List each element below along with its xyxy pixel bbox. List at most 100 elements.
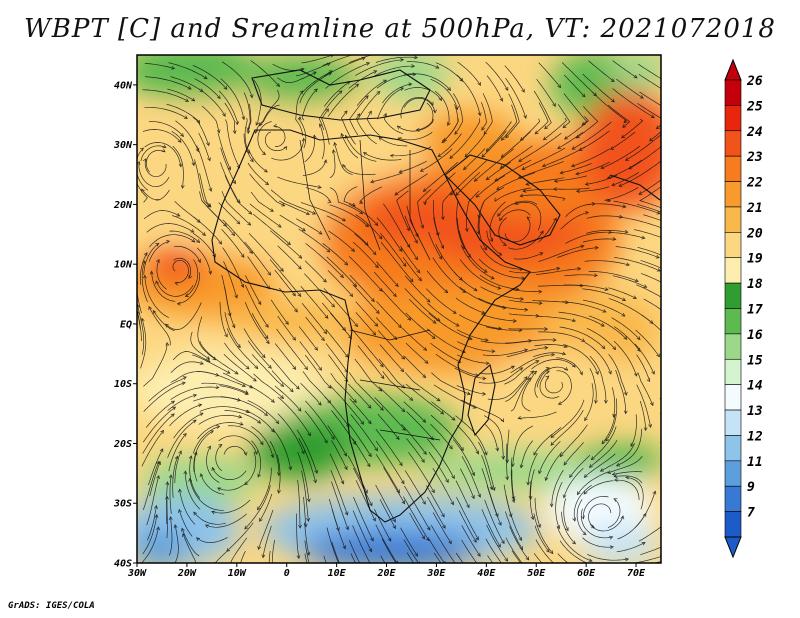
streamline [404, 73, 451, 91]
streamline [405, 342, 429, 364]
streamline-arrow [313, 88, 318, 93]
streamline-arrow [451, 475, 455, 480]
streamline [457, 61, 481, 86]
streamline-arrow [416, 269, 421, 274]
streamline [509, 526, 530, 561]
streamline-arrow [599, 468, 604, 472]
streamline [376, 261, 399, 287]
streamline [329, 453, 344, 484]
streamline [558, 311, 605, 327]
streamline-arrow [454, 130, 459, 135]
streamline-arrow [435, 232, 440, 237]
streamline [430, 414, 464, 451]
streamline-arrow [494, 177, 499, 182]
streamline [259, 493, 273, 522]
streamline-arrow [588, 464, 593, 468]
streamline [485, 61, 509, 91]
streamline [224, 102, 236, 134]
streamline-arrow [623, 410, 628, 415]
streamline-arrow [511, 498, 516, 504]
streamline [170, 361, 204, 374]
streamline-arrow [685, 386, 688, 389]
streamline [504, 360, 539, 385]
streamline [659, 413, 661, 416]
lat-tick-label: 20N [113, 200, 133, 211]
streamline [636, 354, 651, 382]
streamline-arrow [466, 391, 471, 396]
streamline [607, 455, 643, 474]
streamline-arrow [700, 78, 703, 81]
streamline-arrow [665, 299, 668, 302]
streamline-arrow [244, 391, 249, 395]
streamline-arrow [525, 590, 528, 593]
streamline-arrow [193, 451, 198, 456]
streamline-arrow [208, 187, 213, 192]
streamline-arrow [641, 542, 646, 546]
streamline-arrow [518, 158, 523, 162]
streamline-arrow [199, 412, 204, 417]
streamline [249, 203, 282, 228]
streamline [243, 92, 251, 131]
streamline [196, 537, 228, 543]
streamline [465, 190, 480, 232]
streamline-arrow [402, 262, 407, 267]
streamline-arrow [283, 600, 286, 603]
streamline-arrow [422, 374, 427, 379]
streamline [325, 328, 349, 358]
streamline [456, 385, 486, 395]
streamline [206, 446, 220, 483]
streamline [194, 78, 221, 99]
streamline-arrow [277, 489, 281, 494]
streamline-arrow [338, 90, 343, 95]
streamline-arrow [176, 301, 181, 306]
streamline [665, 103, 697, 127]
streamline-arrow [331, 149, 336, 154]
colorbar-swatch [724, 105, 742, 132]
streamline [222, 219, 253, 254]
streamline-arrow [182, 376, 187, 380]
streamline [426, 270, 448, 293]
streamline [583, 495, 609, 519]
streamline [327, 83, 359, 118]
streamline [613, 326, 641, 352]
streamline [510, 354, 555, 374]
streamline [375, 454, 400, 493]
streamline-arrow [374, 222, 379, 227]
streamline-arrow [494, 197, 499, 202]
streamline-arrow [261, 354, 266, 359]
streamline-arrow [295, 385, 300, 390]
streamline [430, 342, 461, 363]
streamline-arrow [612, 237, 617, 241]
streamline-arrow [423, 347, 428, 351]
streamline [298, 437, 317, 483]
streamline-arrow [705, 222, 708, 225]
streamline-arrow [343, 110, 348, 115]
streamline [400, 527, 418, 557]
streamline-arrow [550, 434, 555, 439]
streamline [342, 164, 376, 175]
streamline-arrow [212, 356, 217, 361]
streamline-arrow [365, 223, 369, 228]
streamline [639, 400, 647, 431]
streamline [459, 287, 506, 309]
streamline-arrow [435, 64, 440, 69]
streamline [489, 201, 506, 242]
streamline [199, 173, 212, 208]
streamline-arrow [541, 163, 547, 168]
streamline [509, 267, 560, 274]
streamline [498, 217, 507, 246]
streamline-arrow [414, 256, 419, 261]
streamline-arrow [455, 323, 460, 327]
streamline-arrow [507, 580, 510, 583]
streamline [296, 63, 331, 77]
streamline [441, 118, 459, 143]
streamline-arrow [583, 584, 586, 587]
streamline [331, 541, 340, 563]
streamline [584, 383, 594, 421]
streamline-arrow [425, 537, 430, 542]
streamline [304, 540, 310, 563]
streamline [259, 104, 280, 127]
streamline-arrow [475, 536, 479, 541]
streamline [407, 566, 424, 590]
streamline-arrow [396, 125, 401, 130]
